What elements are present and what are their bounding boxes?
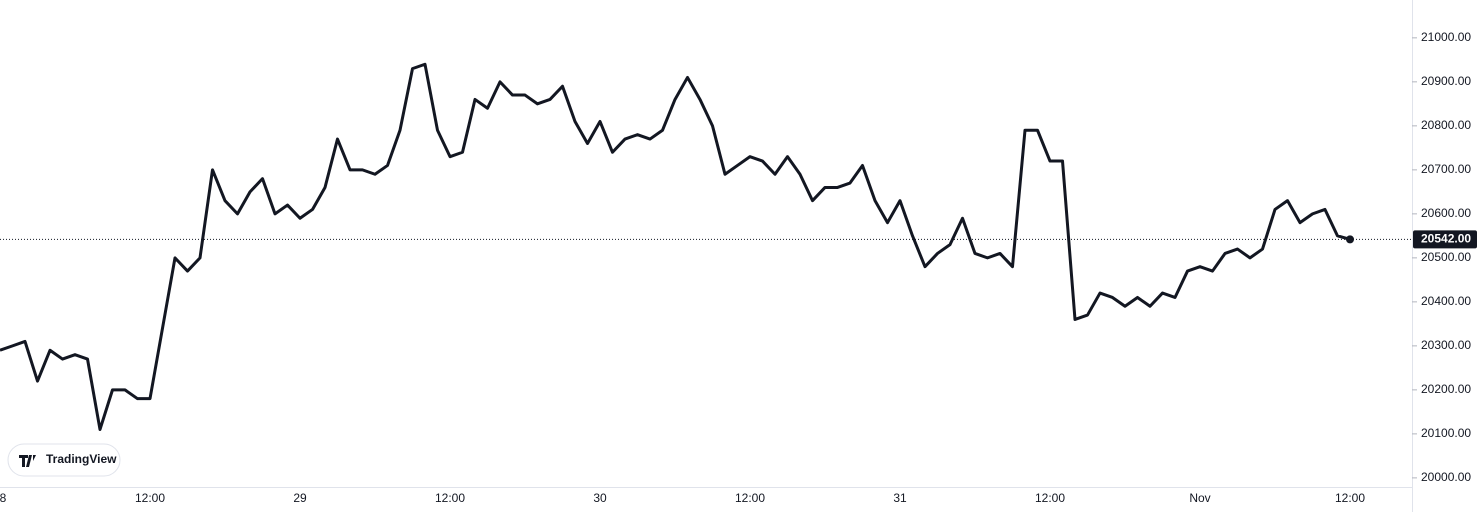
y-tick-label: 20500.00 (1421, 250, 1471, 264)
price-label-box (1413, 230, 1477, 249)
y-tick-label: 21000.00 (1421, 30, 1471, 44)
y-tick-label: 20900.00 (1421, 74, 1471, 88)
x-tick-label: 12:00 (735, 491, 765, 505)
y-tick-label: 20100.00 (1421, 426, 1471, 440)
watermark-text: TradingView (46, 452, 117, 466)
x-tick-label: 12:00 (1335, 491, 1365, 505)
x-tick-label: 12:00 (435, 491, 465, 505)
y-tick-label: 20200.00 (1421, 382, 1471, 396)
x-tick-label: 30 (593, 491, 607, 505)
watermark[interactable]: TradingView (7, 443, 121, 477)
watermark-logo (19, 455, 36, 467)
price-line (0, 62, 1351, 431)
y-tick-label: 20400.00 (1421, 294, 1471, 308)
x-tick-label: Nov (1189, 491, 1210, 505)
y-tick-label: 20800.00 (1421, 118, 1471, 132)
watermark-box[interactable] (7, 443, 121, 477)
x-tick-label: 8 (0, 491, 7, 505)
y-tick-label: 20300.00 (1421, 338, 1471, 352)
x-tick-label: 31 (893, 491, 907, 505)
y-tick-label: 20700.00 (1421, 162, 1471, 176)
last-point (1346, 235, 1354, 244)
x-tick-label: 12:00 (1035, 491, 1065, 505)
price-label: 20542.00 (1421, 232, 1471, 246)
y-tick-label: 20000.00 (1421, 470, 1471, 484)
x-tick-label: 12:00 (135, 491, 165, 505)
y-tick-label: 20600.00 (1421, 206, 1471, 220)
x-tick-label: 29 (293, 491, 307, 505)
